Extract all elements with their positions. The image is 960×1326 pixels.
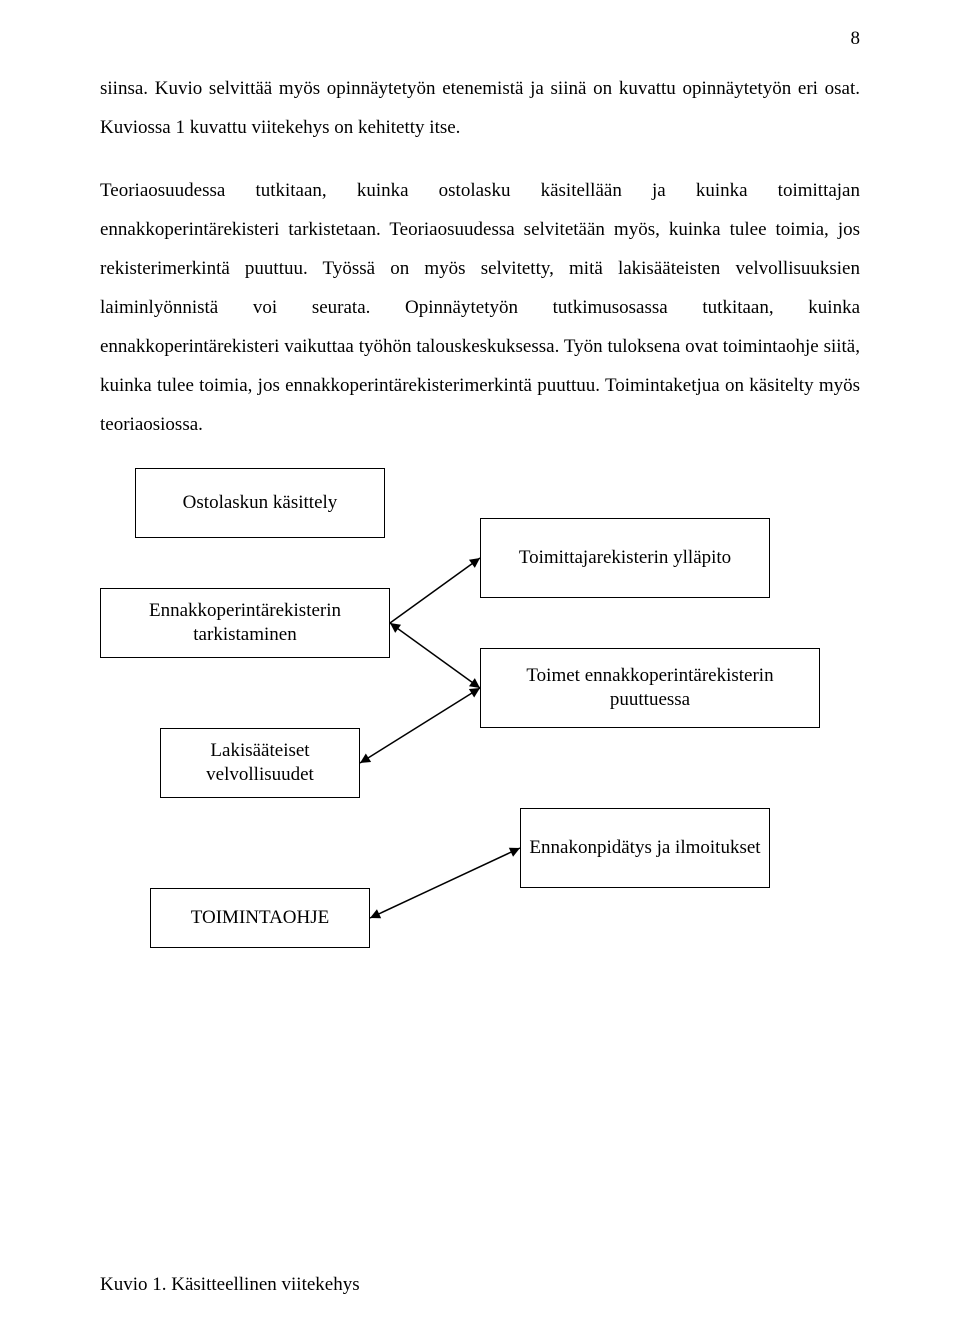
body-text: siinsa. Kuvio selvittää myös opinnäytety… — [100, 70, 860, 444]
node-ennakonpidatys-ilmoitukset: Ennakonpidätys ja ilmoitukset — [520, 808, 770, 888]
edge — [390, 623, 480, 688]
node-toimittajarekisterin-yllapito: Toimittajarekisterin ylläpito — [480, 518, 770, 598]
node-toimintaohje: TOIMINTAOHJE — [150, 888, 370, 948]
paragraph-2: Teoriaosuudessa tutkitaan, kuinka ostola… — [100, 172, 860, 445]
node-label: TOIMINTAOHJE — [191, 906, 330, 931]
paragraph-1: siinsa. Kuvio selvittää myös opinnäytety… — [100, 70, 860, 148]
node-lakisaateiset-velvollisuudet: Lakisääteiset velvollisuudet — [160, 728, 360, 798]
node-label: Ostolaskun käsittely — [183, 491, 338, 516]
edge — [370, 848, 520, 918]
document-page: 8 siinsa. Kuvio selvittää myös opinnäyte… — [0, 0, 960, 1326]
node-ennakkoperintarekisterin-tarkistaminen: Ennakkoperintärekisterin tarkistaminen — [100, 588, 390, 658]
node-label: Toimet ennakkoperintärekisterin puuttues… — [489, 664, 811, 713]
node-label: Toimittajarekisterin ylläpito — [519, 546, 731, 571]
flowchart-diagram: Ostolaskun käsittely Ennakkoperintärekis… — [100, 468, 860, 1028]
page-number: 8 — [851, 28, 861, 50]
edge — [390, 558, 480, 623]
figure-caption: Kuvio 1. Käsitteellinen viitekehys — [100, 1274, 360, 1296]
node-label: Ennakkoperintärekisterin tarkistaminen — [109, 599, 381, 648]
node-label: Ennakonpidätys ja ilmoitukset — [529, 836, 760, 861]
node-toimet-puuttuessa: Toimet ennakkoperintärekisterin puuttues… — [480, 648, 820, 728]
edge — [360, 688, 480, 763]
node-ostolaskun-kasittely: Ostolaskun käsittely — [135, 468, 385, 538]
node-label: Lakisääteiset velvollisuudet — [169, 739, 351, 788]
